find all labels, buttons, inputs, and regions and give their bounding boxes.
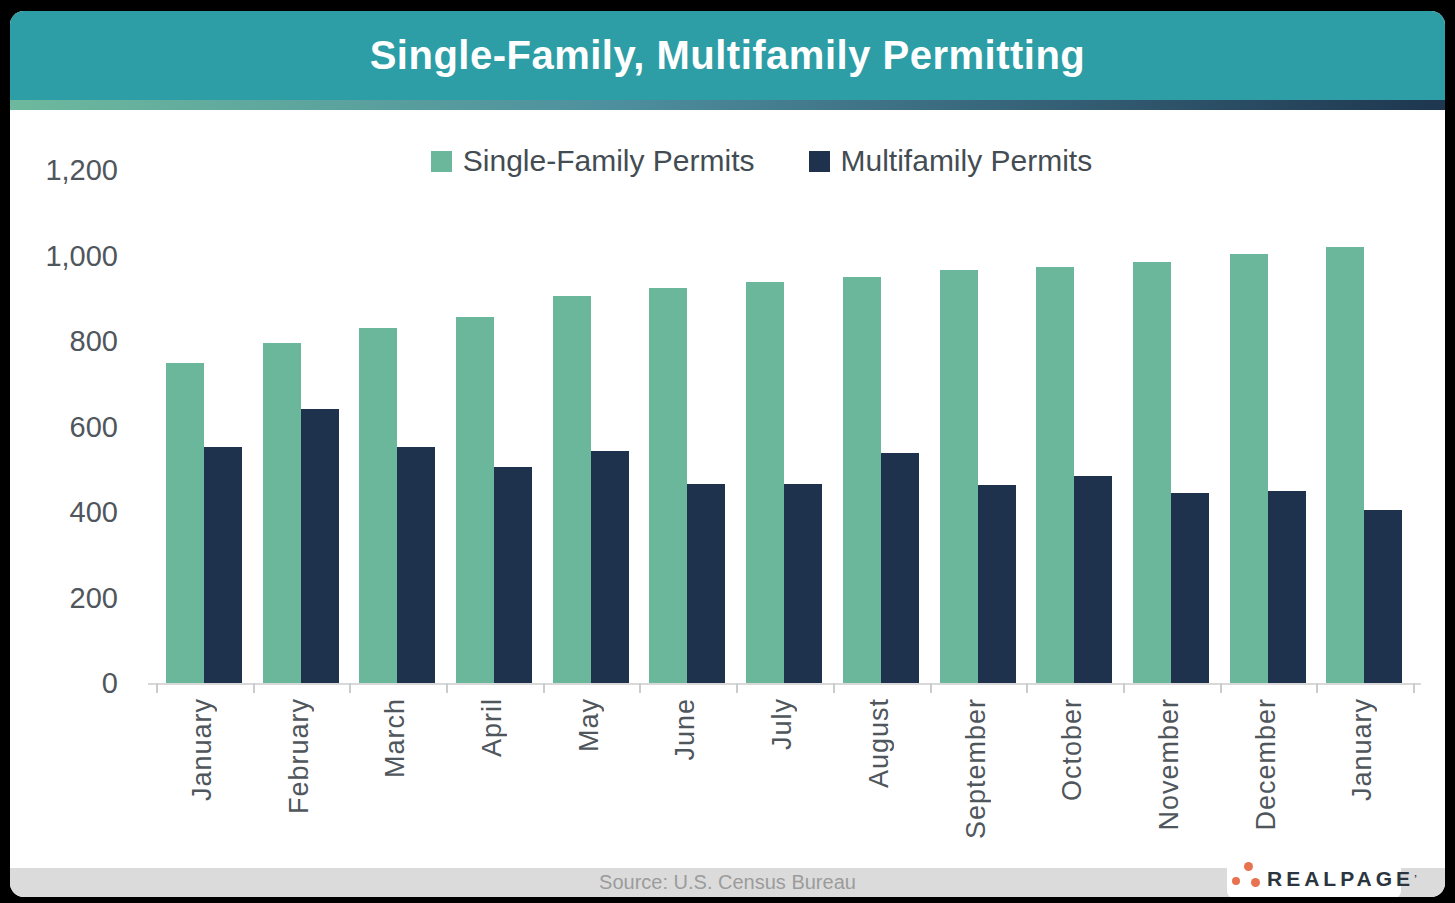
x-tick-label-december: December bbox=[1251, 698, 1282, 831]
multifamily-bar-february-1 bbox=[301, 409, 339, 683]
single-family-bar-january-0 bbox=[166, 363, 204, 683]
single-family-bar-august-7 bbox=[843, 277, 881, 683]
y-tick-label: 600 bbox=[10, 407, 118, 447]
x-tick-label-october: October bbox=[1057, 698, 1088, 801]
x-axis-tick bbox=[156, 683, 158, 693]
x-tick-label-june: June bbox=[670, 698, 701, 761]
x-axis-tick bbox=[446, 683, 448, 693]
single-family-bar-july-6 bbox=[746, 282, 784, 683]
multifamily-bar-january-0 bbox=[204, 447, 242, 683]
logo-dot-icon bbox=[1244, 862, 1253, 871]
trademark-mark: ’ bbox=[1414, 873, 1417, 883]
x-axis-tick bbox=[349, 683, 351, 693]
multifamily-bar-july-6 bbox=[784, 484, 822, 683]
x-axis-tick bbox=[1413, 683, 1415, 693]
multifamily-bar-april-3 bbox=[494, 467, 532, 683]
logo-wordmark: REALPAGE’ bbox=[1267, 857, 1417, 897]
multifamily-bar-january-12 bbox=[1364, 510, 1402, 683]
x-tick-label-march: March bbox=[380, 698, 411, 778]
x-axis-tick bbox=[1123, 683, 1125, 693]
bar-chart-plot-area: 0 200 400 600 800 1,000 1,200 January February Ma… bbox=[10, 11, 1445, 897]
y-tick-label: 1,000 bbox=[10, 236, 118, 276]
x-tick-label-april: April bbox=[477, 698, 508, 757]
y-tick-label: 1,200 bbox=[10, 150, 118, 190]
x-axis-tick bbox=[543, 683, 545, 693]
multifamily-bar-october-9 bbox=[1074, 476, 1112, 683]
x-axis-tick bbox=[1316, 683, 1318, 693]
multifamily-bar-march-2 bbox=[397, 447, 435, 683]
y-tick-label: 0 bbox=[10, 663, 118, 703]
multifamily-bar-june-5 bbox=[687, 484, 725, 683]
realpage-logo: REALPAGE’ bbox=[1227, 857, 1401, 897]
y-tick-label: 200 bbox=[10, 578, 118, 618]
logo-dot-icon bbox=[1232, 877, 1240, 885]
chart-card: Single-Family, Multifamily Permitting Si… bbox=[10, 11, 1445, 897]
single-family-bar-february-1 bbox=[263, 343, 301, 683]
x-tick-label-february: February bbox=[284, 698, 315, 814]
single-family-bar-december-11 bbox=[1230, 254, 1268, 683]
x-axis-tick bbox=[1220, 683, 1222, 693]
y-tick-label: 800 bbox=[10, 321, 118, 361]
multifamily-bar-november-10 bbox=[1171, 493, 1209, 683]
multifamily-bar-september-8 bbox=[978, 485, 1016, 683]
x-axis-tick bbox=[1026, 683, 1028, 693]
single-family-bar-september-8 bbox=[940, 270, 978, 683]
single-family-bar-march-2 bbox=[359, 328, 397, 683]
logo-dot-icon bbox=[1251, 878, 1260, 887]
x-tick-label-may: May bbox=[574, 698, 605, 752]
x-tick-label-august: August bbox=[864, 698, 895, 788]
x-axis-tick bbox=[736, 683, 738, 693]
x-tick-label-january: January bbox=[1347, 698, 1378, 801]
x-tick-label-september: September bbox=[961, 698, 992, 839]
x-axis-line bbox=[148, 683, 1421, 685]
x-axis-tick bbox=[639, 683, 641, 693]
single-family-bar-january-12 bbox=[1326, 247, 1364, 683]
single-family-bar-october-9 bbox=[1036, 267, 1074, 683]
single-family-bar-april-3 bbox=[456, 317, 494, 683]
x-tick-label-january: January bbox=[187, 698, 218, 801]
source-text: Source: U.S. Census Bureau bbox=[599, 871, 856, 894]
multifamily-bar-august-7 bbox=[881, 453, 919, 683]
single-family-bar-november-10 bbox=[1133, 262, 1171, 683]
x-tick-label-july: July bbox=[767, 698, 798, 750]
x-axis-tick bbox=[253, 683, 255, 693]
single-family-bar-june-5 bbox=[649, 288, 687, 683]
x-axis-tick bbox=[833, 683, 835, 693]
multifamily-bar-may-4 bbox=[591, 451, 629, 683]
y-tick-label: 400 bbox=[10, 492, 118, 532]
multifamily-bar-december-11 bbox=[1268, 491, 1306, 683]
x-tick-label-november: November bbox=[1154, 698, 1185, 831]
x-axis-tick bbox=[930, 683, 932, 693]
single-family-bar-may-4 bbox=[553, 296, 591, 683]
